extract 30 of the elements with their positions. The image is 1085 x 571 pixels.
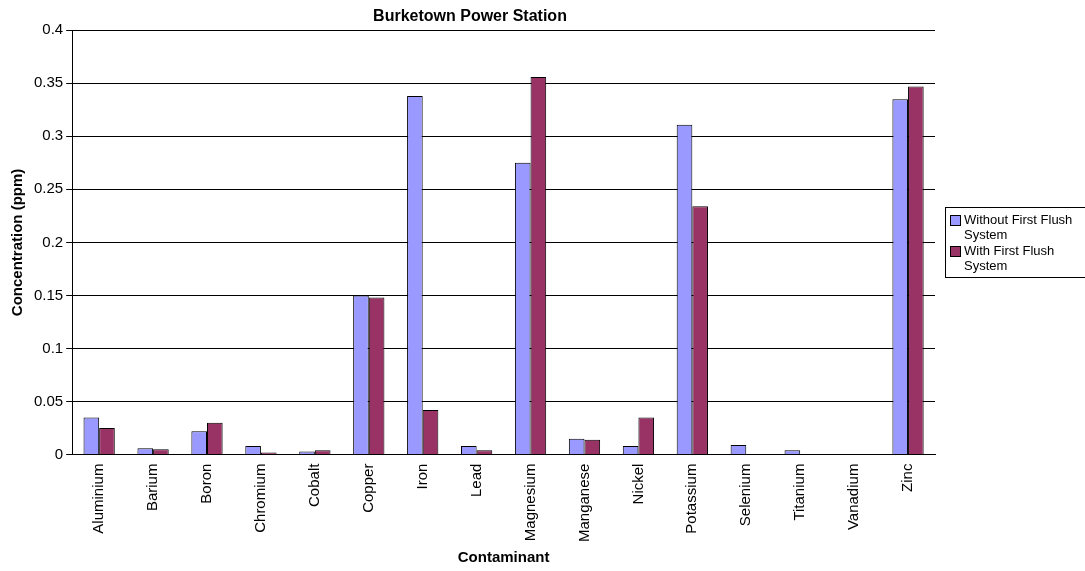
y-tick-label: 0.1 [42, 338, 64, 356]
y-tick-label: 0.35 [33, 73, 64, 91]
x-tick-label: Potassium [682, 463, 700, 534]
y-axis-title: Concentration (ppm) [8, 168, 26, 317]
x-tick-label: Magnesium [520, 463, 538, 542]
legend-label: With First Flush System [964, 242, 1056, 273]
x-tick-label: Chromium [251, 463, 269, 533]
x-tick-label: Barium [143, 463, 161, 512]
chart-title: Burketown Power Station [373, 7, 567, 25]
y-tick-label: 0.05 [33, 391, 64, 409]
y-tick-label: 0.3 [42, 126, 64, 144]
y-tick-label: 0 [54, 444, 64, 462]
y-tick-label: 0.2 [42, 232, 64, 250]
x-tick-label: Zinc [898, 463, 916, 492]
y-tick-label: 0.25 [33, 179, 64, 197]
x-tick-label: Cobalt [305, 462, 322, 507]
x-tick-label: Manganese [574, 463, 592, 543]
x-axis-title: Contaminant [457, 548, 550, 566]
x-tick-label: Nickel [628, 463, 646, 505]
x-tick-label: Titanium [790, 463, 808, 521]
x-tick-label: Vanadium [844, 463, 862, 531]
x-tick-label: Selenium [736, 463, 754, 527]
x-tick-label: Iron [412, 463, 430, 490]
legend-label: Without First Flush System [964, 211, 1074, 242]
x-tick-label: Boron [197, 463, 215, 504]
x-tick-label: Copper [358, 463, 376, 513]
y-tick-label: 0.15 [33, 285, 64, 303]
x-tick-label: Lead [466, 463, 484, 497]
x-tick-label: Aluminium [89, 463, 107, 534]
y-tick-label: 0.4 [42, 20, 64, 38]
